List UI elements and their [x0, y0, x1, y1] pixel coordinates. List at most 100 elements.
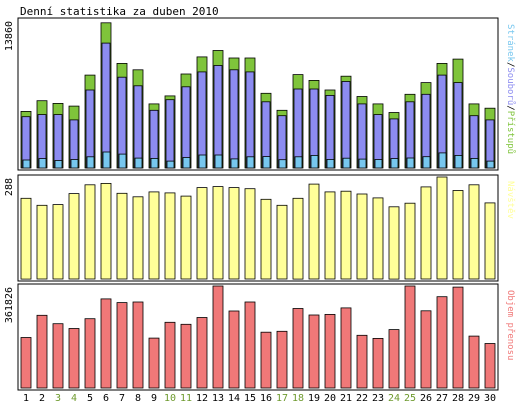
bar-Stránek-1	[22, 159, 31, 169]
bar-Objem přenosu-19	[308, 314, 320, 389]
bar-Objem přenosu-30	[484, 343, 496, 389]
bar-Návštěv-23	[372, 197, 384, 280]
day-label-18: 18	[292, 393, 304, 404]
day-label-2: 2	[39, 393, 45, 404]
series-Stránek	[22, 151, 495, 169]
day-label-5: 5	[87, 393, 93, 404]
bar-Stránek-19	[310, 154, 319, 169]
bar-Objem přenosu-16	[260, 331, 272, 389]
bar-Stránek-3	[54, 160, 63, 169]
chart-title: Denní statistika za duben 2010	[20, 5, 219, 18]
day-label-10: 10	[164, 393, 176, 404]
day-label-29: 29	[468, 393, 480, 404]
day-axis-labels: 1 2 3 4 5 6 7 8 9 10 11 12 13 14 15 16 17 18 19 20 21 22 23 24 2…	[23, 393, 496, 404]
bar-Objem přenosu-15	[244, 301, 256, 389]
day-label-14: 14	[228, 393, 240, 404]
day-label-23: 23	[372, 393, 384, 404]
legend-entry-Objem přenosu: Objem přenosu	[505, 290, 515, 360]
legend-entry-Souborů: Souborů	[505, 67, 516, 105]
bar-Návštěv-24	[388, 206, 400, 280]
bar-Objem přenosu-26	[420, 310, 432, 389]
bar-Návštěv-6	[100, 182, 112, 280]
bar-Návštěv-14	[228, 187, 240, 280]
day-label-30: 30	[484, 393, 496, 404]
day-label-15: 15	[244, 393, 256, 404]
legend-vertical: Stránek/Souborů/Přístupů	[505, 24, 516, 154]
bar-Návštěv-26	[420, 186, 432, 280]
bar-Návštěv-7	[116, 192, 128, 280]
y-max-label: 13860	[4, 21, 15, 51]
legend-vertical: Objem přenosu	[505, 290, 515, 360]
bar-Návštěv-10	[164, 192, 176, 280]
bar-Stránek-24	[390, 158, 399, 169]
bar-Objem přenosu-10	[164, 321, 176, 389]
day-label-19: 19	[308, 393, 320, 404]
bar-Objem přenosu-11	[180, 323, 192, 389]
day-label-12: 12	[196, 393, 208, 404]
bar-Souborů-8	[133, 85, 143, 169]
bar-Objem přenosu-12	[196, 317, 208, 389]
bar-Souborů-13	[213, 65, 223, 169]
day-label-11: 11	[180, 393, 192, 404]
day-label-9: 9	[151, 393, 157, 404]
bar-Objem přenosu-6	[100, 298, 112, 389]
bar-Souborů-15	[245, 71, 255, 169]
bar-Návštěv-3	[52, 204, 64, 280]
day-label-6: 6	[103, 393, 109, 404]
series-Objem přenosu	[20, 285, 496, 389]
bar-Objem přenosu-25	[404, 285, 416, 389]
bar-Stránek-15	[246, 156, 255, 169]
series-Návštěv	[20, 176, 496, 280]
bar-Stránek-27	[438, 152, 447, 169]
day-label-7: 7	[119, 393, 125, 404]
legend-entry-Přístupů: Přístupů	[505, 111, 516, 154]
bar-Návštěv-12	[196, 187, 208, 280]
bar-Souborů-12	[197, 71, 207, 169]
panel-frame	[17, 17, 499, 171]
chart-panel-visits: 288 Návštěv	[4, 174, 516, 282]
day-label-22: 22	[356, 393, 368, 404]
day-label-26: 26	[420, 393, 432, 404]
bar-Objem přenosu-9	[148, 337, 160, 389]
bar-Stránek-25	[406, 157, 415, 169]
bar-Objem přenosu-21	[340, 307, 352, 389]
bar-Návštěv-19	[308, 183, 320, 280]
bar-Stránek-7	[118, 153, 127, 169]
day-label-17: 17	[276, 393, 288, 404]
bar-Návštěv-17	[276, 204, 288, 280]
bar-Objem přenosu-14	[228, 310, 240, 389]
bar-Návštěv-5	[84, 184, 96, 280]
y-max-label: 361826	[4, 287, 15, 323]
series-Souborů	[21, 42, 495, 169]
bar-Souborů-6	[101, 42, 111, 169]
bar-Souborů-21	[341, 81, 351, 169]
bar-Návštěv-2	[36, 204, 48, 280]
bar-Stránek-13	[214, 154, 223, 169]
bar-Objem přenosu-13	[212, 285, 224, 389]
bar-Návštěv-27	[436, 176, 448, 280]
bar-Návštěv-18	[292, 197, 304, 280]
bar-Stránek-17	[278, 159, 287, 169]
bar-Souborů-3	[53, 114, 63, 169]
day-label-20: 20	[324, 393, 336, 404]
bar-Návštěv-13	[212, 186, 224, 280]
chart-panel-traffic: 13860 Stránek/Souborů/Přístupů	[4, 17, 516, 171]
legend-separator: /	[505, 62, 515, 67]
bar-Objem přenosu-4	[68, 328, 80, 389]
bar-Stránek-8	[134, 157, 143, 169]
day-label-21: 21	[340, 393, 352, 404]
bar-Objem přenosu-8	[132, 301, 144, 389]
bar-Objem přenosu-22	[356, 334, 368, 389]
bar-Objem přenosu-17	[276, 330, 288, 389]
bar-Objem přenosu-7	[116, 302, 128, 389]
bar-Stránek-21	[342, 157, 351, 169]
bar-Stránek-28	[454, 154, 463, 169]
bar-Návštěv-28	[452, 190, 464, 280]
bar-Stránek-4	[70, 159, 79, 169]
day-label-16: 16	[260, 393, 272, 404]
bar-Návštěv-15	[244, 188, 256, 280]
bar-Stránek-20	[326, 158, 335, 169]
bar-Souborů-10	[165, 99, 175, 169]
